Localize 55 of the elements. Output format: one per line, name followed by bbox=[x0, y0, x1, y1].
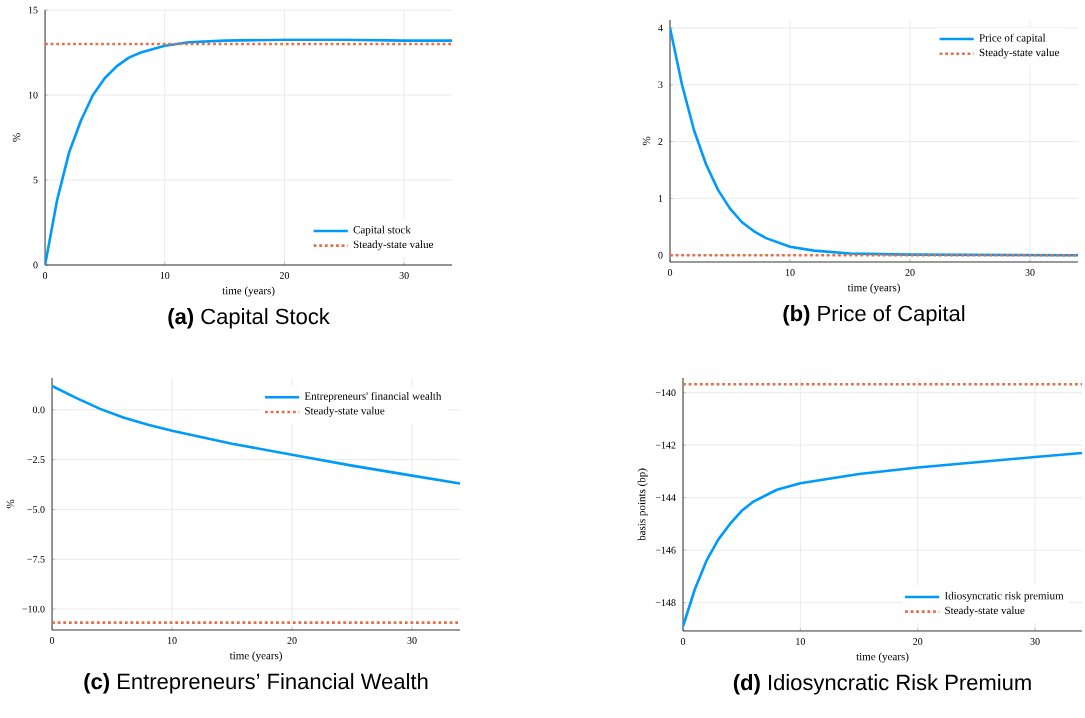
legend-label: Steady-state value bbox=[353, 240, 434, 251]
legend-label: Steady-state value bbox=[305, 406, 385, 417]
x-tick-label: 20 bbox=[279, 272, 290, 279]
text: (b) Price of Capital bbox=[783, 305, 965, 326]
x-tick-label: 10 bbox=[167, 637, 177, 644]
x-tick-label: 30 bbox=[1030, 638, 1040, 645]
text: (d) Idiosyncratic Risk Premium bbox=[733, 674, 1031, 695]
y-tick-label: −2.5 bbox=[27, 456, 45, 464]
x-axis-title: time (years) bbox=[229, 651, 282, 662]
y-tick-label: 3 bbox=[658, 81, 663, 89]
legend-label: Price of capital bbox=[979, 33, 1046, 44]
legend-label: Idiosyncratic risk premium bbox=[944, 591, 1064, 602]
y-tick-label: 5 bbox=[33, 176, 38, 184]
y-tick-label: −5.0 bbox=[27, 506, 45, 513]
y-tick-label: 4 bbox=[658, 24, 663, 32]
y-tick-label: −140 bbox=[655, 389, 676, 397]
y-tick-label: 0 bbox=[658, 251, 663, 259]
legend-label: Entrepreneurs' financial wealth bbox=[304, 391, 442, 403]
x-tick-label: 30 bbox=[1025, 269, 1035, 276]
text: (c) Entrepreneurs’ Financial Wealth bbox=[84, 673, 428, 694]
y-tick-label: −148 bbox=[655, 599, 676, 607]
x-tick-label: 10 bbox=[796, 638, 805, 645]
y-tick-label: 1 bbox=[658, 195, 663, 202]
y-tick-label: 10 bbox=[28, 91, 38, 99]
y-axis-title: % bbox=[6, 499, 15, 509]
y-tick-label: 15 bbox=[28, 6, 38, 14]
x-axis-title: time (years) bbox=[847, 283, 900, 294]
x-axis-title: time (years) bbox=[222, 286, 275, 297]
x-tick-label: 20 bbox=[287, 637, 297, 644]
x-tick-label: 0 bbox=[680, 638, 686, 645]
x-tick-label: 0 bbox=[49, 637, 55, 644]
x-tick-label: 10 bbox=[785, 269, 795, 276]
y-tick-label: 0 bbox=[33, 261, 38, 269]
x-tick-label: 20 bbox=[913, 638, 923, 645]
text: (a) Capital Stock bbox=[168, 308, 330, 329]
y-tick-label: −7.5 bbox=[27, 555, 45, 563]
legend-label: Steady-state value bbox=[979, 48, 1059, 59]
y-tick-label: −146 bbox=[655, 546, 676, 554]
line-series bbox=[683, 451, 1082, 628]
x-tick-label: 30 bbox=[399, 272, 409, 279]
y-tick-label: −10.0 bbox=[22, 605, 45, 613]
x-tick-label: 20 bbox=[905, 269, 915, 276]
line-series bbox=[52, 384, 461, 485]
x-axis-title: time (years) bbox=[856, 652, 909, 663]
y-axis-title: % bbox=[12, 133, 21, 142]
y-tick-label: 2 bbox=[658, 138, 663, 145]
y-tick-label: −144 bbox=[655, 494, 676, 501]
x-tick-label: 30 bbox=[407, 637, 417, 644]
x-tick-label: 10 bbox=[160, 272, 170, 279]
legend-label: Steady-state value bbox=[945, 606, 1025, 617]
y-tick-label: 0.0 bbox=[32, 406, 45, 414]
y-tick-label: −142 bbox=[655, 441, 676, 449]
y-axis-title: basis points (bp) bbox=[637, 468, 648, 541]
legend-label: Capital stock bbox=[353, 225, 411, 236]
y-axis-title: % bbox=[642, 136, 651, 146]
